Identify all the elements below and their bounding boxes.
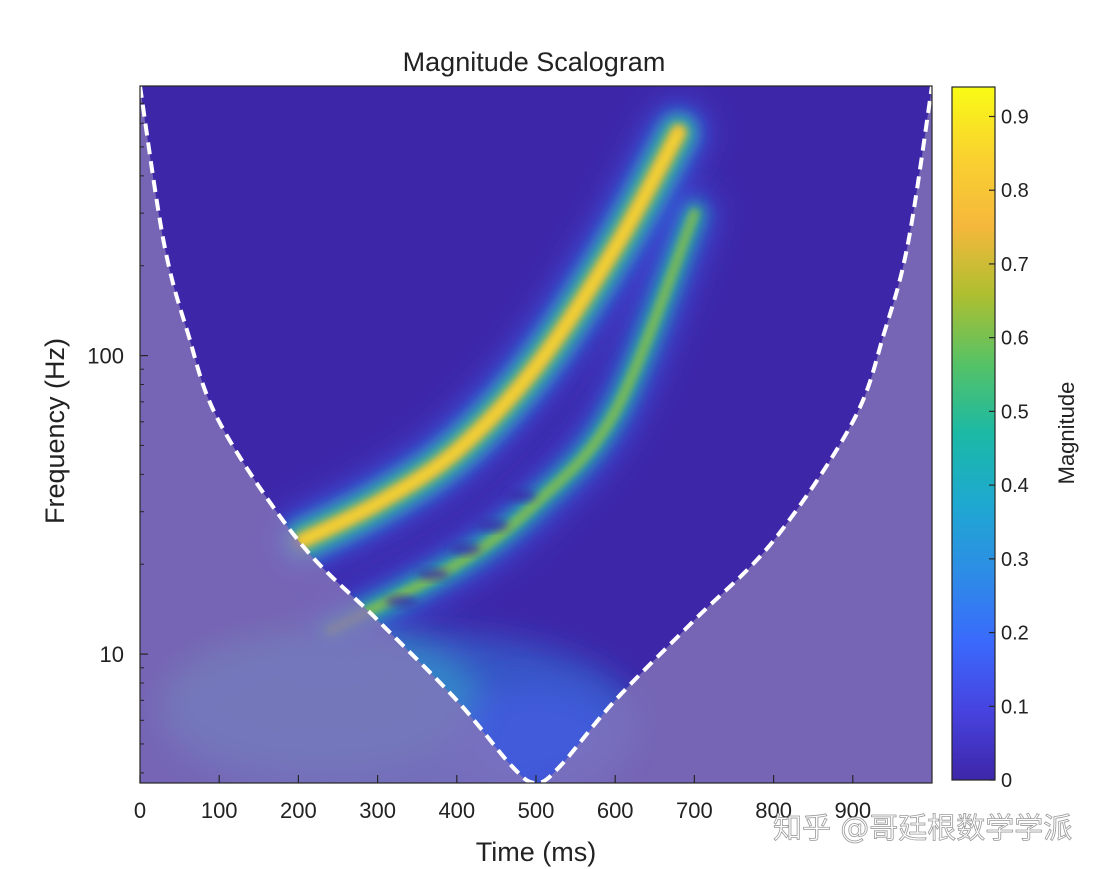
- x-tick-label: 500: [518, 798, 555, 823]
- interference-gap: [476, 519, 509, 532]
- x-tick-label: 800: [755, 798, 792, 823]
- colorbar-scale: [951, 86, 996, 781]
- y-tick-label: 100: [87, 344, 124, 369]
- interference-gap: [385, 595, 418, 608]
- colorbar-ticks: 0 0.1 0.2 0.3 0.4 0.5 0.6 0.7 0.8 0.9: [989, 106, 1029, 792]
- colorbar-tick-label: 0.2: [1001, 623, 1029, 645]
- colorbar-label: Magnitude: [1054, 382, 1079, 485]
- secondary-chirp-ridge-layer-2: [325, 208, 700, 636]
- cone-of-influence-shade: [140, 86, 932, 783]
- colorbar: 0 0.1 0.2 0.3 0.4 0.5 0.6 0.7 0.8 0.9 Magnitude: [951, 86, 1079, 792]
- x-tick-label: 200: [280, 798, 317, 823]
- x-tick-label: 100: [201, 798, 238, 823]
- y-tick-label: 10: [100, 642, 124, 667]
- colorbar-tick-label: 0: [1001, 770, 1012, 792]
- colorbar-tick-label: 0.8: [1001, 180, 1029, 202]
- primary-chirp-ridge-layer-4: [299, 129, 682, 544]
- cone-of-influence-line: [140, 86, 932, 783]
- colorbar-tick-label: 0.3: [1001, 549, 1029, 571]
- colorbar-tick-label: 0.6: [1001, 328, 1029, 350]
- x-tick-label: 300: [359, 798, 396, 823]
- colorbar-tick-label: 0.7: [1001, 254, 1029, 276]
- interference-gap: [417, 568, 450, 581]
- x-tick-label: 600: [597, 798, 634, 823]
- colorbar-tick-label: 0.9: [1001, 106, 1029, 128]
- y-axis-label: Frequency (Hz): [40, 338, 70, 524]
- x-tick-label: 700: [676, 798, 713, 823]
- x-axis-label: Time (ms): [476, 837, 596, 867]
- x-tick-label: 0: [134, 798, 146, 823]
- interference-gap: [448, 542, 481, 555]
- colorbar-tick-label: 0.1: [1001, 696, 1029, 718]
- colorbar-tick-label: 0.4: [1001, 475, 1029, 497]
- x-tick-label: 900: [834, 798, 871, 823]
- axes: 0 100 200 300 400 500 600 700 800 900 10 100: [87, 85, 933, 823]
- watermark: 知乎 @哥廷根数学学派: [773, 811, 1072, 845]
- colorbar-tick-label: 0.5: [1001, 401, 1029, 423]
- chart-title: Magnitude Scalogram: [403, 47, 666, 77]
- interference-gap: [504, 489, 537, 502]
- x-tick-label: 400: [438, 798, 475, 823]
